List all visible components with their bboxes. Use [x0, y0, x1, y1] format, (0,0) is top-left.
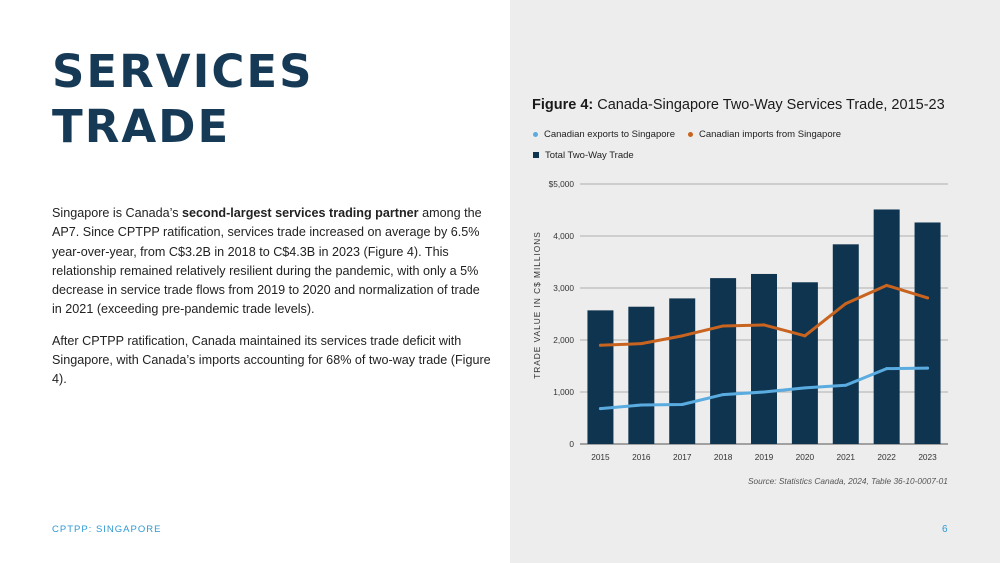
bar-total-2019: [751, 273, 777, 444]
y-tick-label: 4,000: [553, 231, 574, 241]
chart-title: Figure 4: Canada-Singapore Two-Way Servi…: [532, 97, 945, 113]
point-imports-2019: [762, 323, 766, 327]
x-tick-label: 2020: [796, 452, 815, 462]
x-tick-label: 2017: [673, 452, 692, 462]
bar-total-2018: [710, 278, 737, 444]
x-tick-label: 2019: [755, 452, 774, 462]
paragraph-1-start: Singapore is Canada’s: [52, 206, 182, 220]
bar-total-2023: [914, 222, 941, 444]
legend-label-imports: Canadian imports from Singapore: [699, 129, 842, 140]
paragraph-1: Singapore is Canada’s second-largest ser…: [52, 204, 492, 320]
y-tick-label: 2,000: [553, 335, 574, 345]
figure-title-text: Canada-Singapore Two-Way Services Trade,…: [597, 97, 945, 113]
legend-dot-icon: [533, 131, 538, 137]
paragraph-2: After CPTPP ratification, Canada maintai…: [52, 333, 491, 387]
x-tick-label: 2022: [877, 452, 896, 462]
bar-total-2016: [628, 306, 655, 444]
point-exports-2022: [885, 367, 889, 371]
body-text: Singapore is Canada’s second-largest ser…: [52, 204, 492, 402]
paragraph-1-emphasis: second-largest services trading partner: [182, 206, 419, 220]
point-imports-2016: [639, 342, 643, 346]
x-tick-label: 2018: [714, 452, 733, 462]
point-exports-2017: [680, 402, 684, 406]
point-imports-2021: [844, 302, 848, 306]
legend-label-total: Total Two-Way Trade: [545, 150, 634, 161]
footer-section-label: CPTPP: SINGAPORE: [52, 524, 162, 535]
figure-label: Figure 4:: [532, 97, 594, 113]
point-exports-2015: [598, 407, 602, 411]
legend-item-total: Total Two-Way Trade: [533, 150, 634, 161]
page-title-line2: TRADE: [52, 100, 231, 153]
point-imports-2018: [721, 324, 725, 328]
legend-item-exports: Canadian exports to Singapore: [533, 129, 675, 140]
point-exports-2020: [803, 386, 807, 390]
bar-total-2022: [873, 209, 900, 444]
page-number: 6: [942, 524, 948, 535]
legend-dot-icon: [688, 131, 693, 137]
point-imports-2017: [680, 334, 684, 338]
point-exports-2023: [926, 366, 930, 370]
point-exports-2021: [844, 383, 848, 387]
legend-label-exports: Canadian exports to Singapore: [544, 129, 675, 140]
y-tick-label: 0: [569, 439, 574, 449]
bar-total-2015: [587, 310, 614, 444]
y-tick-label: $5,000: [549, 179, 575, 189]
bar-total-2021: [832, 244, 859, 444]
paragraph-1-end: among the AP7. Since CPTPP ratification,…: [52, 206, 482, 317]
y-tick-label: 3,000: [553, 283, 574, 293]
y-tick-label: 1,000: [553, 387, 574, 397]
x-tick-label: 2021: [837, 452, 856, 462]
bar-total-2017: [669, 298, 696, 444]
x-tick-label: 2023: [918, 452, 937, 462]
point-exports-2019: [762, 390, 766, 394]
page-title-line1: SERVICES: [52, 45, 314, 98]
point-exports-2016: [639, 403, 643, 407]
point-imports-2022: [885, 283, 889, 287]
legend-item-imports: Canadian imports from Singapore: [688, 129, 841, 140]
bar-total-2020: [791, 282, 818, 444]
point-exports-2018: [721, 393, 725, 397]
point-imports-2020: [803, 334, 807, 338]
chart-source: Source: Statistics Canada, 2024, Table 3…: [748, 476, 948, 486]
point-imports-2023: [926, 296, 930, 300]
point-imports-2015: [598, 343, 602, 347]
x-tick-label: 2016: [632, 452, 651, 462]
x-tick-label: 2015: [591, 452, 610, 462]
page-title: SERVICES TRADE: [52, 44, 314, 154]
legend-square-icon: [533, 152, 539, 159]
